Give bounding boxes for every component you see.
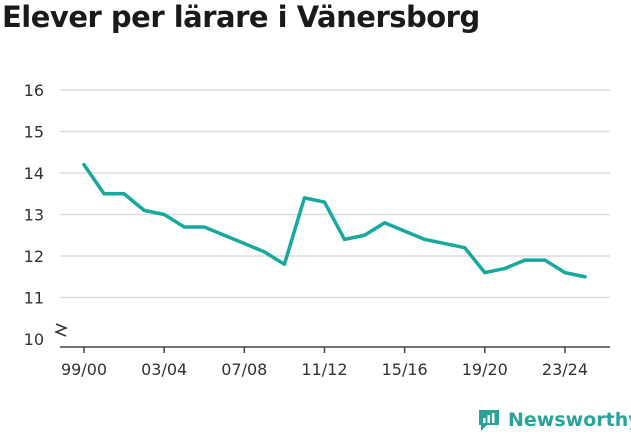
series-line (82, 162, 587, 279)
data-point (523, 258, 527, 262)
data-point (222, 233, 226, 237)
line-chart: 10 11 12 13 14 15 16 99/00 03/04 07/08 11/12 15/16… (24, 81, 610, 379)
data-point (242, 241, 246, 246)
data-point (202, 225, 206, 229)
data-point (142, 208, 146, 212)
y-tick-label: 16 (24, 81, 44, 100)
data-point (342, 237, 347, 241)
x-tick-label: 07/08 (221, 360, 267, 379)
data-point (182, 225, 186, 229)
y-tick-label: 15 (24, 123, 44, 142)
data-point (282, 262, 286, 266)
x-tick-label: 03/04 (141, 360, 187, 379)
data-point (322, 200, 327, 204)
data-point (443, 241, 447, 246)
y-tick-label: 11 (24, 289, 44, 308)
x-axis-ticks: 99/00 03/04 07/08 11/12 15/16 19/20 23/24 (61, 347, 588, 379)
axis-break-mark (53, 323, 69, 337)
data-point (543, 258, 547, 262)
grid-lines (60, 89, 610, 299)
data-point (102, 192, 106, 196)
series-lines (82, 162, 587, 279)
y-axis-ticks: 10 11 12 13 14 15 16 (24, 81, 44, 349)
data-point (563, 271, 567, 275)
data-point (162, 212, 166, 217)
x-tick-label: 19/20 (462, 360, 508, 379)
y-tick-label: 14 (24, 164, 44, 183)
data-point (122, 192, 126, 196)
data-point (483, 271, 487, 275)
data-point (423, 237, 427, 241)
data-point (503, 266, 507, 271)
x-tick-label: 23/24 (542, 360, 588, 379)
data-point (403, 229, 407, 233)
y-tick-label: 10 (24, 330, 44, 349)
axis-break-icon (53, 323, 69, 337)
brand-name: Newsworthy (508, 409, 631, 431)
data-point (362, 233, 367, 237)
newsworthy-logo-icon (479, 410, 499, 431)
data-point (82, 163, 86, 167)
page-title: Elever per lärare i Vänersborg (2, 0, 480, 34)
data-point (302, 196, 307, 200)
y-tick-label: 13 (24, 206, 44, 225)
y-tick-label: 12 (24, 247, 44, 266)
data-point (583, 275, 587, 279)
data-point (262, 250, 266, 254)
x-tick-label: 11/12 (301, 360, 347, 379)
x-tick-label: 99/00 (61, 360, 107, 379)
data-point (383, 221, 387, 225)
brand-logo: Newsworthy (476, 407, 631, 433)
data-point (463, 246, 467, 250)
x-tick-label: 15/16 (382, 360, 428, 379)
